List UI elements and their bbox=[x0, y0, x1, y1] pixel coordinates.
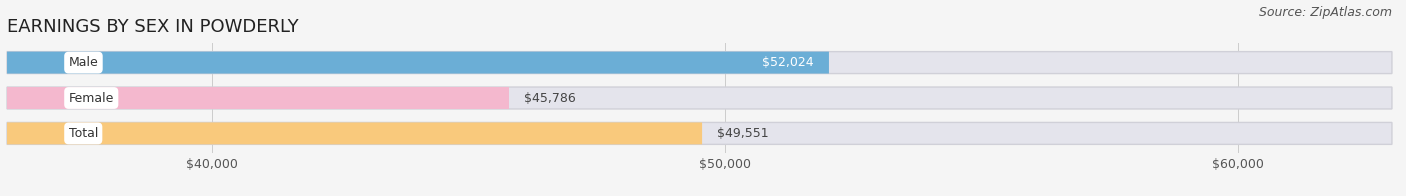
FancyBboxPatch shape bbox=[7, 87, 1392, 109]
FancyBboxPatch shape bbox=[7, 52, 830, 74]
Text: Source: ZipAtlas.com: Source: ZipAtlas.com bbox=[1258, 6, 1392, 19]
FancyBboxPatch shape bbox=[7, 122, 1392, 144]
Text: EARNINGS BY SEX IN POWDERLY: EARNINGS BY SEX IN POWDERLY bbox=[7, 18, 298, 36]
Text: $45,786: $45,786 bbox=[524, 92, 576, 104]
FancyBboxPatch shape bbox=[7, 52, 1392, 74]
Text: Male: Male bbox=[69, 56, 98, 69]
Text: $49,551: $49,551 bbox=[717, 127, 769, 140]
Text: Female: Female bbox=[69, 92, 114, 104]
Text: $52,024: $52,024 bbox=[762, 56, 814, 69]
Text: Total: Total bbox=[69, 127, 98, 140]
FancyBboxPatch shape bbox=[7, 87, 509, 109]
FancyBboxPatch shape bbox=[7, 122, 702, 144]
